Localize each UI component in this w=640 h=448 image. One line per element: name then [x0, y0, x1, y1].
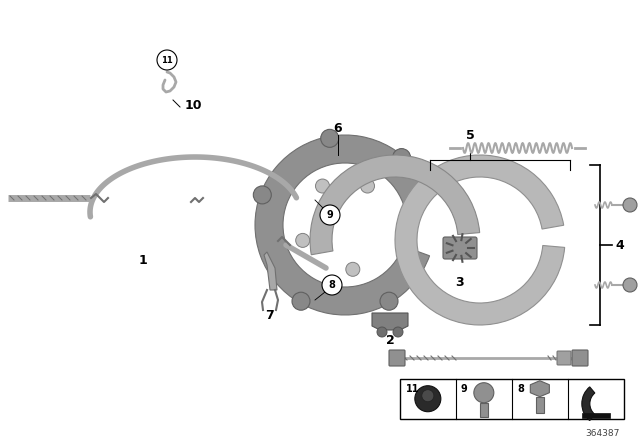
Polygon shape: [264, 252, 277, 290]
Text: 8: 8: [517, 383, 524, 393]
Circle shape: [380, 292, 398, 310]
Circle shape: [360, 179, 374, 193]
Circle shape: [316, 179, 330, 193]
FancyBboxPatch shape: [480, 403, 488, 417]
Circle shape: [292, 292, 310, 310]
Polygon shape: [372, 313, 408, 330]
Wedge shape: [310, 155, 479, 255]
FancyBboxPatch shape: [572, 350, 588, 366]
Text: 2: 2: [386, 333, 394, 346]
Text: 9: 9: [326, 210, 333, 220]
Circle shape: [321, 129, 339, 147]
Circle shape: [623, 278, 637, 292]
FancyBboxPatch shape: [536, 397, 544, 413]
Circle shape: [422, 390, 434, 402]
Circle shape: [377, 327, 387, 337]
Circle shape: [296, 233, 310, 247]
Text: 10: 10: [184, 99, 202, 112]
Text: 11: 11: [406, 383, 419, 393]
FancyBboxPatch shape: [389, 350, 405, 366]
Text: 3: 3: [456, 276, 464, 289]
FancyBboxPatch shape: [400, 379, 624, 419]
FancyBboxPatch shape: [582, 413, 610, 418]
Wedge shape: [255, 135, 429, 315]
FancyBboxPatch shape: [557, 351, 571, 365]
Text: 8: 8: [328, 280, 335, 290]
FancyBboxPatch shape: [443, 237, 477, 259]
Circle shape: [415, 386, 441, 412]
Text: 1: 1: [139, 254, 147, 267]
Circle shape: [623, 198, 637, 212]
Polygon shape: [531, 381, 549, 397]
Circle shape: [253, 186, 271, 204]
Circle shape: [322, 275, 342, 295]
Text: 11: 11: [161, 56, 173, 65]
Circle shape: [346, 263, 360, 276]
Text: 364387: 364387: [586, 429, 620, 438]
Text: 9: 9: [461, 383, 467, 393]
Circle shape: [393, 327, 403, 337]
Wedge shape: [395, 155, 564, 325]
Text: 6: 6: [333, 121, 342, 134]
Text: 4: 4: [616, 238, 625, 251]
Wedge shape: [582, 387, 595, 421]
Text: 5: 5: [466, 129, 474, 142]
Circle shape: [474, 383, 494, 403]
Circle shape: [392, 149, 411, 167]
Circle shape: [320, 205, 340, 225]
Circle shape: [157, 50, 177, 70]
Text: 7: 7: [266, 309, 275, 322]
